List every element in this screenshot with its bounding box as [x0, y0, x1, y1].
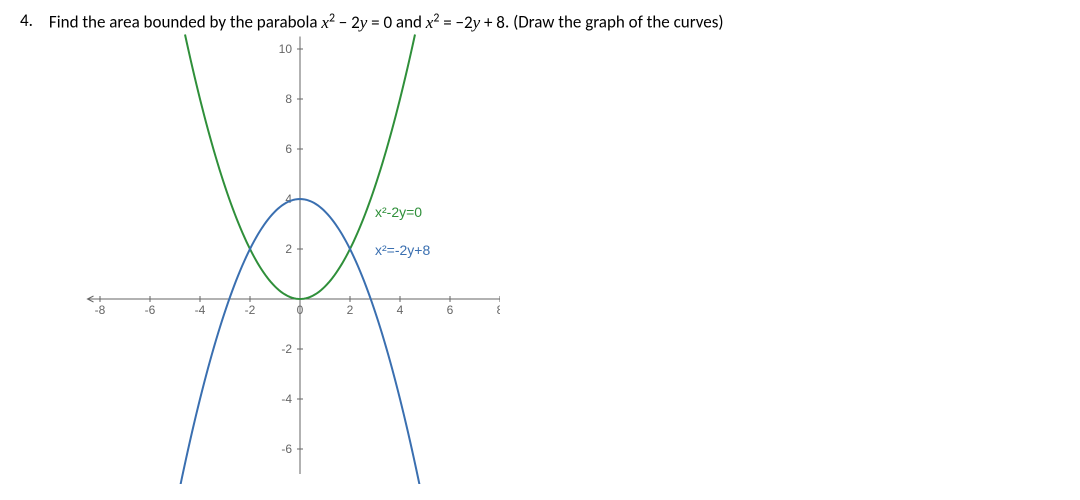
question-text: Find the area bounded by the parabola x2…	[49, 10, 724, 34]
chart-svg: -8 -6 -4 -2 0 2 4 6 8 -6 -4 -2 2 4 6 8 10 x²-2y=0 x²=-2y+8	[80, 34, 500, 484]
svg-text:-8: -8	[95, 303, 106, 317]
svg-text:4: 4	[285, 192, 292, 206]
svg-text:6: 6	[285, 142, 292, 156]
q-prefix: Find the area bounded by the parabola	[49, 12, 321, 33]
svg-text:2: 2	[285, 242, 292, 256]
svg-text:2: 2	[347, 303, 354, 317]
q-mid: and	[392, 12, 426, 33]
svg-text:x²=-2y+8: x²=-2y+8	[375, 242, 430, 258]
svg-text:x²-2y=0: x²-2y=0	[375, 204, 422, 220]
svg-text:4: 4	[397, 303, 404, 317]
question-row: 4. Find the area bounded by the parabola…	[20, 10, 1060, 34]
q-eq1: x2 − 2y = 0	[321, 12, 392, 33]
q-suffix: . (Draw the graph of the curves)	[505, 12, 724, 33]
svg-text:8: 8	[497, 303, 500, 317]
svg-text:0: 0	[297, 303, 304, 317]
svg-text:-2: -2	[245, 303, 256, 317]
svg-text:-2: -2	[281, 342, 292, 356]
q-eq2: x2 = −2y + 8	[426, 12, 505, 33]
question-number: 4.	[20, 10, 33, 34]
parabola-chart: -8 -6 -4 -2 0 2 4 6 8 -6 -4 -2 2 4 6 8 10 x²-2y=0 x²=-2y+8	[80, 34, 500, 484]
svg-text:8: 8	[285, 92, 292, 106]
svg-text:10: 10	[279, 42, 293, 56]
svg-text:-6: -6	[145, 303, 156, 317]
svg-text:-4: -4	[195, 303, 206, 317]
svg-text:-6: -6	[281, 442, 292, 456]
svg-text:6: 6	[447, 303, 454, 317]
svg-text:-4: -4	[281, 392, 292, 406]
